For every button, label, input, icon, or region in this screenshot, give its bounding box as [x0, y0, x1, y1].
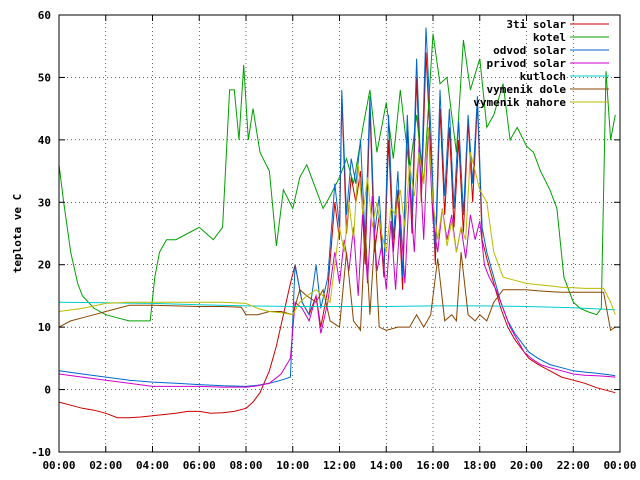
legend-label: kotel [533, 31, 566, 44]
x-tick-label: 00:00 [603, 459, 636, 472]
y-axis-ticks: -10 0 10 20 30 40 50 60 [31, 9, 620, 459]
series-layer [58, 27, 616, 419]
y-tick-label: 20 [38, 259, 51, 272]
legend-label: 3ti solar [506, 18, 566, 31]
x-tick-label: 10:00 [276, 459, 309, 472]
x-tick-label: 18:00 [463, 459, 496, 472]
series-line-1 [58, 52, 616, 419]
y-tick-label: 0 [44, 384, 51, 397]
x-tick-label: 14:00 [370, 459, 403, 472]
legend-label: privod solar [487, 57, 567, 70]
series-line-6 [58, 227, 616, 332]
legend-label: kutloch [520, 70, 566, 83]
x-tick-label: 06:00 [183, 459, 216, 472]
x-tick-label: 04:00 [136, 459, 169, 472]
x-axis-ticks: 00:00 02:00 04:00 06:00 08:00 10:00 12:00 14:00… [42, 15, 637, 472]
legend-label: vymenik nahore [473, 96, 566, 109]
series-line-7 [58, 127, 616, 316]
series-line-4 [58, 127, 616, 388]
series-line-5 [58, 301, 616, 311]
x-tick-label: 02:00 [89, 459, 122, 472]
x-tick-label: 20:00 [510, 459, 543, 472]
x-tick-label: 16:00 [416, 459, 449, 472]
x-tick-label: 00:00 [42, 459, 75, 472]
y-tick-label: 10 [38, 321, 51, 334]
series-line-2 [58, 33, 616, 322]
x-tick-label: 22:00 [557, 459, 590, 472]
x-tick-label: 12:00 [323, 459, 356, 472]
y-tick-label: 30 [38, 196, 51, 209]
y-tick-label: 50 [38, 71, 51, 84]
legend-label: odvod solar [493, 44, 566, 57]
y-tick-label: 60 [38, 9, 51, 22]
x-tick-label: 08:00 [229, 459, 262, 472]
legend-label: vymenik dole [487, 83, 567, 96]
y-tick-label: 40 [38, 134, 51, 147]
y-tick-label: -10 [31, 446, 51, 459]
y-axis-title: teplota ve C [11, 194, 24, 273]
